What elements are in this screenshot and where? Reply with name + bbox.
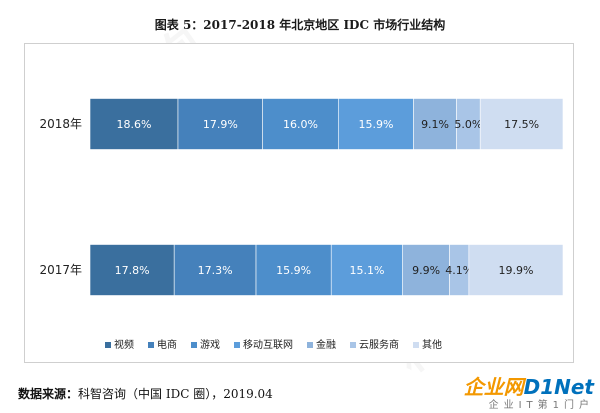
legend-swatch-5 bbox=[350, 342, 356, 348]
category-label-1: 2017年 bbox=[39, 263, 82, 277]
data-label-1-2: 15.9% bbox=[276, 264, 311, 277]
bar-segment-0-6 bbox=[479, 98, 564, 150]
data-label-1-1: 17.3% bbox=[198, 264, 233, 277]
bar-segment-1-1 bbox=[173, 244, 257, 296]
legend-swatch-2 bbox=[191, 342, 197, 348]
data-label-1-0: 17.8% bbox=[115, 264, 150, 277]
bar-segment-1-0 bbox=[89, 244, 175, 296]
data-label-0-2: 16.0% bbox=[283, 118, 318, 131]
legend-label-1: 电商 bbox=[157, 338, 177, 351]
logo-part1: 企业网 bbox=[463, 375, 524, 399]
legend-label-2: 游戏 bbox=[200, 338, 220, 351]
bar-segment-0-4 bbox=[413, 98, 457, 150]
source-label: 数据来源： bbox=[18, 387, 79, 401]
data-label-0-6: 17.5% bbox=[504, 118, 539, 131]
legend-label-6: 其他 bbox=[422, 338, 442, 351]
legend-swatch-6 bbox=[413, 342, 419, 348]
data-label-0-3: 15.9% bbox=[358, 118, 393, 131]
chart-title: 图表 5：2017-2018 年北京地区 IDC 市场行业结构 bbox=[154, 18, 446, 32]
bar-segment-0-0 bbox=[89, 98, 179, 150]
bar-segment-0-3 bbox=[338, 98, 414, 150]
logo-part2: D1Net bbox=[523, 375, 594, 399]
data-label-0-4: 9.1% bbox=[421, 118, 449, 131]
legend-swatch-1 bbox=[148, 342, 154, 348]
legend-label-5: 云服务商 bbox=[359, 338, 399, 351]
legend-swatch-4 bbox=[307, 342, 313, 348]
bar-segment-1-4 bbox=[402, 244, 450, 296]
bar-segment-0-1 bbox=[177, 98, 263, 150]
data-label-1-3: 15.1% bbox=[349, 264, 384, 277]
legend-label-0: 视频 bbox=[114, 338, 134, 351]
bar-segment-1-3 bbox=[330, 244, 403, 296]
logo-subtitle: 企业IT第1门户 bbox=[488, 400, 594, 411]
source-text: 科智咨询（中国 IDC 圈），2019.04 bbox=[78, 387, 273, 401]
category-label-0: 2018年 bbox=[39, 117, 82, 131]
legend-swatch-0 bbox=[105, 342, 111, 348]
data-label-1-5: 4.1% bbox=[445, 264, 473, 277]
chart-frame: 2018年 18.6% 17.9% 16.0% 15.9% 9.1% 5.0% 17.5% 20… bbox=[24, 43, 574, 363]
bar-segment-1-2 bbox=[255, 244, 332, 296]
bar-segment-0-2 bbox=[262, 98, 339, 150]
logo-main: 企业网D1Net bbox=[464, 371, 594, 400]
data-label-0-1: 17.9% bbox=[203, 118, 238, 131]
d1net-logo: 企业网D1Net 企业IT第1门户 bbox=[422, 371, 600, 413]
legend-label-3: 移动互联网 bbox=[243, 338, 293, 351]
data-label-1-4: 9.9% bbox=[412, 264, 440, 277]
data-label-0-5: 5.0% bbox=[454, 118, 482, 131]
stacked-bar-chart: 2018年 18.6% 17.9% 16.0% 15.9% 9.1% 5.0% 17.5% 20… bbox=[39, 98, 564, 351]
legend-swatch-3 bbox=[234, 342, 240, 348]
source-note: 数据来源：科智咨询（中国 IDC 圈），2019.04 bbox=[18, 385, 273, 402]
legend-label-4: 金融 bbox=[316, 338, 336, 351]
data-label-0-0: 18.6% bbox=[117, 118, 152, 131]
bar-segment-1-6 bbox=[468, 244, 564, 296]
data-label-1-6: 19.9% bbox=[498, 264, 533, 277]
